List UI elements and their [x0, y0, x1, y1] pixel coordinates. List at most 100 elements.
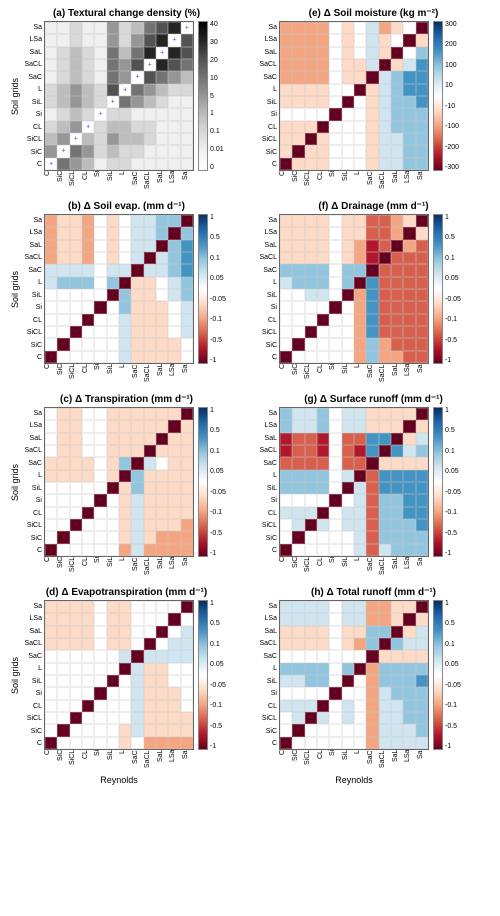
heatmap-cell [280, 519, 292, 531]
heatmap-cell [70, 71, 82, 83]
heatmap-cell [45, 145, 57, 157]
colorbar-tick-label: 1 [210, 214, 230, 221]
heatmap-cell [70, 712, 82, 724]
heatmap-cell [342, 47, 354, 59]
heatmap-cell [156, 133, 168, 145]
y-tick-label: CL [268, 124, 277, 131]
heatmap-cell [379, 252, 391, 264]
panel-title: (a) Textural change density (%) [8, 8, 245, 19]
heatmap-cell [305, 227, 317, 239]
x-tick-label: SiC [57, 364, 70, 388]
heatmap-cell [403, 700, 415, 712]
x-tick-label: Si [329, 171, 342, 195]
heatmap-cell [403, 252, 415, 264]
heatmap-cell [45, 531, 57, 543]
heatmap-cell [70, 470, 82, 482]
heatmap-cell [342, 420, 354, 432]
heatmap-cell [342, 289, 354, 301]
x-tick-label: LSa [169, 557, 182, 581]
heatmap-cell [342, 712, 354, 724]
colorbar-tick-label: -1 [445, 550, 465, 557]
heatmap-cell [354, 724, 366, 736]
heatmap-cell [280, 601, 292, 613]
heatmap-cell [354, 289, 366, 301]
heatmap-cell [342, 351, 354, 363]
heatmap-cell [94, 433, 106, 445]
heatmap-cell [366, 675, 378, 687]
heatmap-cell [144, 531, 156, 543]
heatmap-cell [416, 22, 428, 34]
heatmap-cell [119, 663, 131, 675]
heatmap-cell [305, 626, 317, 638]
heatmap-cell [82, 96, 94, 108]
heatmap-cell [354, 96, 366, 108]
heatmap-cell [292, 71, 304, 83]
y-tick-label: SiL [32, 678, 42, 685]
heatmap-cell [94, 227, 106, 239]
heatmap-cell [107, 519, 119, 531]
heatmap-cell [416, 301, 428, 313]
heatmap-cell [107, 22, 119, 34]
heatmap-cell [416, 482, 428, 494]
heatmap-cell [329, 626, 341, 638]
heatmap-cell [317, 314, 329, 326]
heatmap-cell [317, 544, 329, 556]
heatmap-cell [94, 675, 106, 687]
heatmap-cell [94, 494, 106, 506]
heatmap-cell [57, 675, 69, 687]
heatmap-cell [305, 289, 317, 301]
heatmap-cell [70, 215, 82, 227]
heatmap-cell [70, 737, 82, 749]
x-tick-label: CL [317, 171, 330, 195]
x-tick-label: SiL [342, 750, 355, 774]
heatmap-cell [305, 613, 317, 625]
heatmap-cell [317, 71, 329, 83]
heatmap-cell [342, 158, 354, 170]
heatmap-cell [416, 215, 428, 227]
heatmap-cell [82, 59, 94, 71]
heatmap-cell [280, 494, 292, 506]
heatmap-cell [168, 338, 180, 350]
x-tick-label: L [354, 171, 367, 195]
heatmap-cell [168, 457, 180, 469]
heatmap-cell [391, 338, 403, 350]
heatmap-cell [131, 700, 143, 712]
heatmap-cell [391, 34, 403, 46]
colorbar-tick-label: 1 [445, 600, 465, 607]
x-tick-label: C [44, 750, 57, 774]
heatmap-cell [181, 700, 193, 712]
colorbar-tick-label: 0.5 [445, 427, 465, 434]
panel-e: (e) Δ Soil moisture (kg m⁻²)SaLSaSaLSaCL… [255, 8, 492, 195]
heatmap-cell [70, 34, 82, 46]
heatmap-cell [57, 264, 69, 276]
x-tick-label: SaL [392, 750, 405, 774]
heatmap-cell [305, 264, 317, 276]
y-tick-label: SiCL [27, 715, 42, 722]
heatmap-cell [181, 84, 193, 96]
heatmap-cell [329, 301, 341, 313]
heatmap-cell [107, 433, 119, 445]
heatmap-cell [82, 675, 94, 687]
heatmap-cell [168, 420, 180, 432]
heatmap-cell [354, 507, 366, 519]
heatmap-cell [45, 133, 57, 145]
heatmap-cell [305, 277, 317, 289]
heatmap-cell [119, 470, 131, 482]
heatmap-cell [45, 314, 57, 326]
heatmap-cell [107, 494, 119, 506]
heatmap-cell [354, 240, 366, 252]
heatmap-cell [305, 724, 317, 736]
heatmap-cell [168, 301, 180, 313]
heatmap-cell [379, 663, 391, 675]
x-tick-label: CL [317, 750, 330, 774]
heatmap-cell [70, 84, 82, 96]
y-tick-label: SiL [267, 485, 277, 492]
heatmap-cell [329, 96, 341, 108]
heatmap-cell [45, 227, 57, 239]
heatmap-cell [280, 145, 292, 157]
heatmap-cell [144, 445, 156, 457]
panel-d: (d) Δ Evapotranspiration (mm d⁻¹)Soil gr… [8, 587, 245, 785]
heatmap-c [44, 407, 194, 557]
heatmap-cell [57, 22, 69, 34]
heatmap-cell [391, 351, 403, 363]
